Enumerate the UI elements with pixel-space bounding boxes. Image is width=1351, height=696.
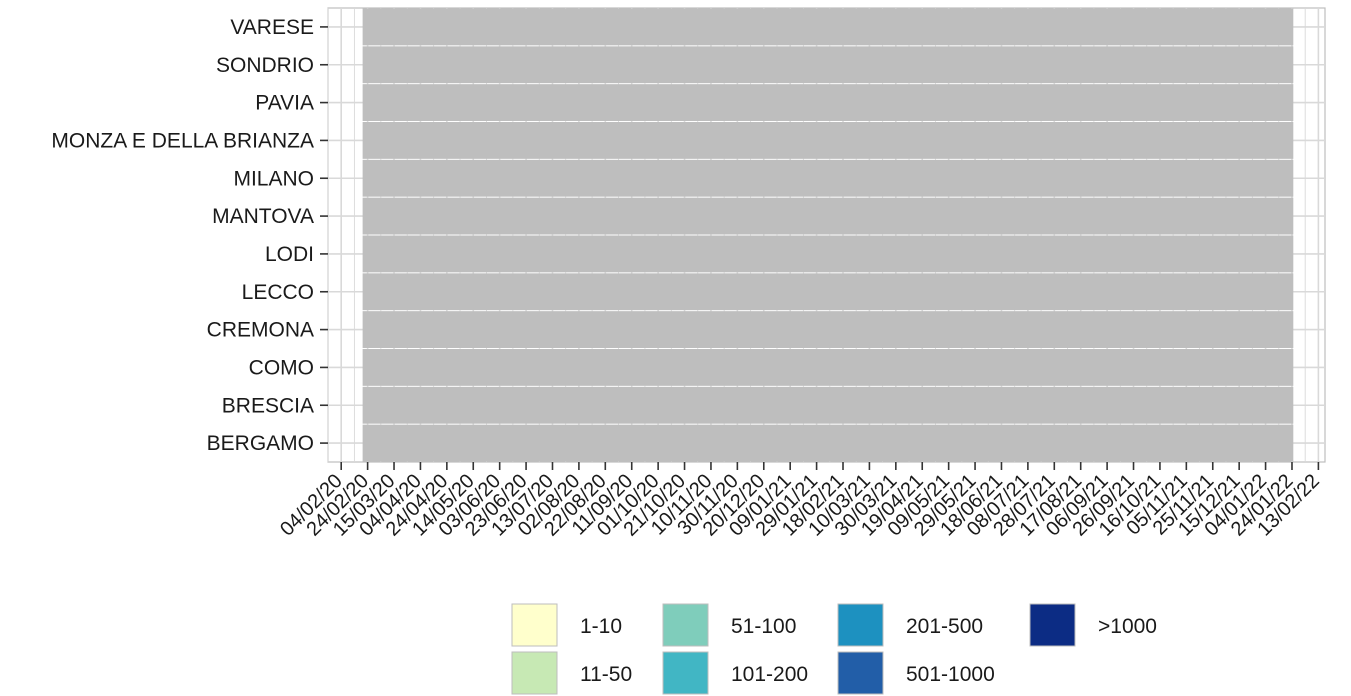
legend-label: 101-200	[731, 663, 808, 686]
tile-brescia	[362, 386, 1294, 424]
y-tick-label: VARESE	[230, 16, 314, 39]
tile-cremona	[362, 311, 1294, 348]
y-tick-label: LECCO	[242, 281, 314, 304]
legend-key	[662, 651, 709, 695]
x-axis: 04/02/2024/02/2015/03/2004/04/2024/04/20…	[276, 462, 1324, 541]
tile-bergamo	[362, 424, 1294, 462]
tile-lodi	[362, 235, 1294, 273]
legend-label: >1000	[1098, 615, 1157, 638]
y-tick-label: PAVIA	[255, 92, 314, 115]
tile-lecco	[362, 273, 1294, 311]
y-tick-label: MONZA E DELLA BRIANZA	[51, 129, 314, 152]
tile-milano	[362, 159, 1294, 197]
legend-key	[837, 651, 884, 695]
legend: 1-10 11-50 51-100 101-200 201-500 501-1000 >10…	[511, 603, 1157, 695]
y-tick-label: MILANO	[233, 167, 314, 190]
tile-como	[362, 349, 1294, 386]
legend-key	[1029, 603, 1076, 647]
heatmap-tiles	[362, 8, 1294, 462]
tile-pavia	[362, 84, 1294, 121]
legend-key	[511, 651, 558, 695]
tile-mantova	[362, 197, 1294, 235]
y-axis: VARESE SONDRIO PAVIA MONZA E DELLA BRIANZA M…	[51, 16, 328, 455]
plot-panel	[327, 7, 1326, 463]
y-tick-label: SONDRIO	[216, 54, 314, 77]
legend-key	[837, 603, 884, 647]
tile-varese	[362, 8, 1294, 46]
legend-label: 51-100	[731, 615, 796, 638]
panel-background	[328, 8, 1325, 462]
y-tick-label: BRESCIA	[222, 394, 314, 417]
y-tick-label: LODI	[265, 243, 314, 266]
y-tick-label: BERGAMO	[207, 432, 314, 455]
legend-label: 11-50	[580, 663, 632, 686]
legend-key	[511, 603, 558, 647]
legend-label: 201-500	[906, 615, 983, 638]
tile-monza-e-della-brianza	[362, 122, 1294, 159]
tile-sondrio	[362, 46, 1294, 84]
y-tick-label: MANTOVA	[212, 205, 314, 228]
legend-key	[662, 603, 709, 647]
legend-label: 501-1000	[906, 663, 995, 686]
y-tick-label: CREMONA	[207, 319, 314, 342]
legend-label: 1-10	[580, 615, 622, 638]
y-tick-label: COMO	[249, 356, 314, 379]
